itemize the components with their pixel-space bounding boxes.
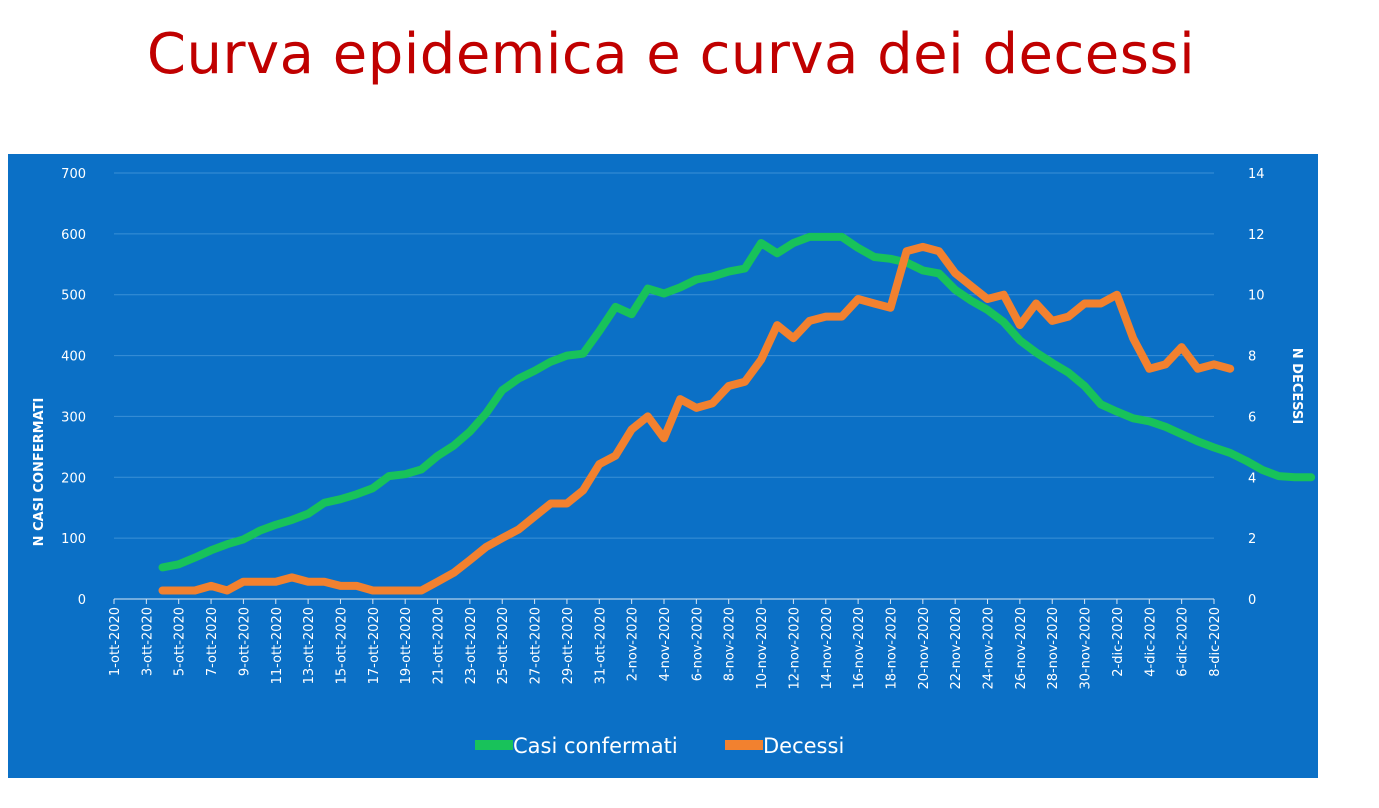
right-tick-label: 0 <box>1248 593 1256 608</box>
x-tick-label: 21-ott-2020 <box>432 607 447 684</box>
left-tick-label: 700 <box>61 167 86 182</box>
right-axis-ticks: 0 2 4 6 8 10 12 14 <box>1248 167 1265 608</box>
x-tick-label: 1-ott-2020 <box>108 607 123 676</box>
right-tick-label: 10 <box>1248 289 1265 304</box>
x-tick-label: 19-ott-2020 <box>399 607 414 684</box>
x-tick-label: 27-ott-2020 <box>529 607 544 684</box>
x-tick-label: 13-ott-2020 <box>302 607 317 684</box>
x-tick-label: 22-nov-2020 <box>949 607 964 690</box>
left-tick-label: 100 <box>61 532 86 547</box>
x-tick-label: 4-dic-2020 <box>1143 607 1158 677</box>
x-tick-label: 30-nov-2020 <box>1079 607 1094 690</box>
slide-title: Curva epidemica e curva dei decessi <box>146 22 1196 87</box>
x-tick-label: 4-nov-2020 <box>658 607 673 681</box>
right-tick-label: 6 <box>1248 410 1256 425</box>
x-tick-label: 5-ott-2020 <box>173 607 188 676</box>
x-tick-label: 12-nov-2020 <box>787 607 802 690</box>
legend-label-casi-confermati: Casi confermati <box>513 734 678 758</box>
right-tick-label: 8 <box>1248 350 1256 365</box>
chart-panel: 0 100 200 300 400 500 600 700 0 2 4 6 8 10 12 14 1-ott… <box>8 154 1318 778</box>
x-tick-label: 6-nov-2020 <box>690 607 705 681</box>
x-tick-label: 31-ott-2020 <box>593 607 608 684</box>
x-tick-label: 11-ott-2020 <box>270 607 285 684</box>
x-tick-label: 28-nov-2020 <box>1046 607 1061 690</box>
left-tick-label: 400 <box>61 350 86 365</box>
x-tick-label: 6-dic-2020 <box>1176 607 1191 677</box>
x-tick-label: 7-ott-2020 <box>205 607 220 676</box>
x-tick-label: 2-dic-2020 <box>1111 607 1126 677</box>
x-tick-label: 18-nov-2020 <box>884 607 899 690</box>
x-tick-label: 17-ott-2020 <box>367 607 382 684</box>
x-axis: 1-ott-2020 3-ott-2020 5-ott-2020 7-ott-2020… <box>108 598 1223 690</box>
x-tick-label: 2-nov-2020 <box>626 607 641 681</box>
series-line-decessi <box>158 242 1235 595</box>
right-tick-label: 14 <box>1248 167 1265 182</box>
line-chart: 0 100 200 300 400 500 600 700 0 2 4 6 8 10 12 14 1-ott… <box>32 167 1316 758</box>
x-tick-label: 20-nov-2020 <box>917 607 932 690</box>
left-tick-label: 300 <box>61 410 86 425</box>
x-tick-label: 14-nov-2020 <box>820 607 835 690</box>
right-tick-label: 12 <box>1248 228 1265 243</box>
left-tick-label: 0 <box>78 593 86 608</box>
x-tick-label: 23-ott-2020 <box>464 607 479 684</box>
x-tick-label: 16-nov-2020 <box>852 607 867 690</box>
left-tick-label: 500 <box>61 289 86 304</box>
right-axis-title: N DECESSI <box>1289 348 1304 424</box>
right-tick-label: 4 <box>1248 471 1256 486</box>
x-tick-label: 9-ott-2020 <box>237 607 252 676</box>
x-tick-label: 26-nov-2020 <box>1014 607 1029 690</box>
x-tick-label: 8-nov-2020 <box>723 607 738 681</box>
left-tick-label: 600 <box>61 228 86 243</box>
x-tick-label: 15-ott-2020 <box>334 607 349 684</box>
series-lines <box>158 232 1316 595</box>
gridlines <box>114 172 1214 539</box>
x-tick-label: 25-ott-2020 <box>496 607 511 684</box>
series-line-casi-confermati <box>158 232 1316 572</box>
legend: Casi confermati Decessi <box>475 734 844 758</box>
left-tick-label: 200 <box>61 471 86 486</box>
x-tick-label: 29-ott-2020 <box>561 607 576 684</box>
right-tick-label: 2 <box>1248 532 1256 547</box>
x-tick-label: 24-nov-2020 <box>982 607 997 690</box>
x-tick-label: 3-ott-2020 <box>140 607 155 676</box>
legend-label-decessi: Decessi <box>763 734 844 758</box>
x-tick-label: 10-nov-2020 <box>755 607 770 690</box>
x-tick-label: 8-dic-2020 <box>1208 607 1223 677</box>
left-axis-title: N CASI CONFERMATI <box>32 398 47 547</box>
left-axis-ticks: 0 100 200 300 400 500 600 700 <box>61 167 86 608</box>
